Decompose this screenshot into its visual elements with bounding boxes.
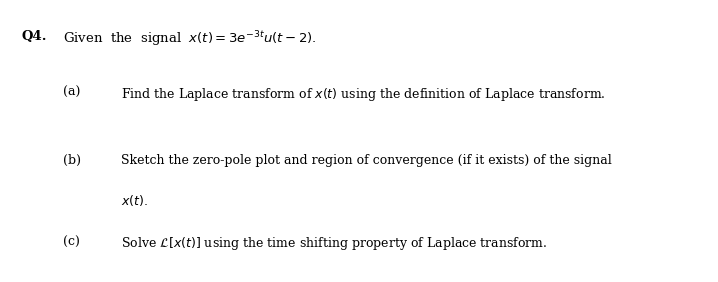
Text: $x(t).$: $x(t).$ <box>121 193 148 208</box>
Text: Sketch the zero-pole plot and region of convergence (if it exists) of the signal: Sketch the zero-pole plot and region of … <box>121 154 611 167</box>
Text: (b): (b) <box>63 154 81 167</box>
Text: (a): (a) <box>63 86 80 99</box>
Text: (c): (c) <box>63 235 80 248</box>
Text: Given  the  signal  $x(t) = 3e^{-3t}u(t - 2).$: Given the signal $x(t) = 3e^{-3t}u(t - 2… <box>63 30 317 49</box>
Text: Find the Laplace transform of $x(t)$ using the definition of Laplace transform.: Find the Laplace transform of $x(t)$ usi… <box>121 86 605 103</box>
Text: Q4.: Q4. <box>22 30 47 43</box>
Text: Solve $\mathcal{L}[x(t)]$ using the time shifting property of Laplace transform.: Solve $\mathcal{L}[x(t)]$ using the time… <box>121 235 547 252</box>
